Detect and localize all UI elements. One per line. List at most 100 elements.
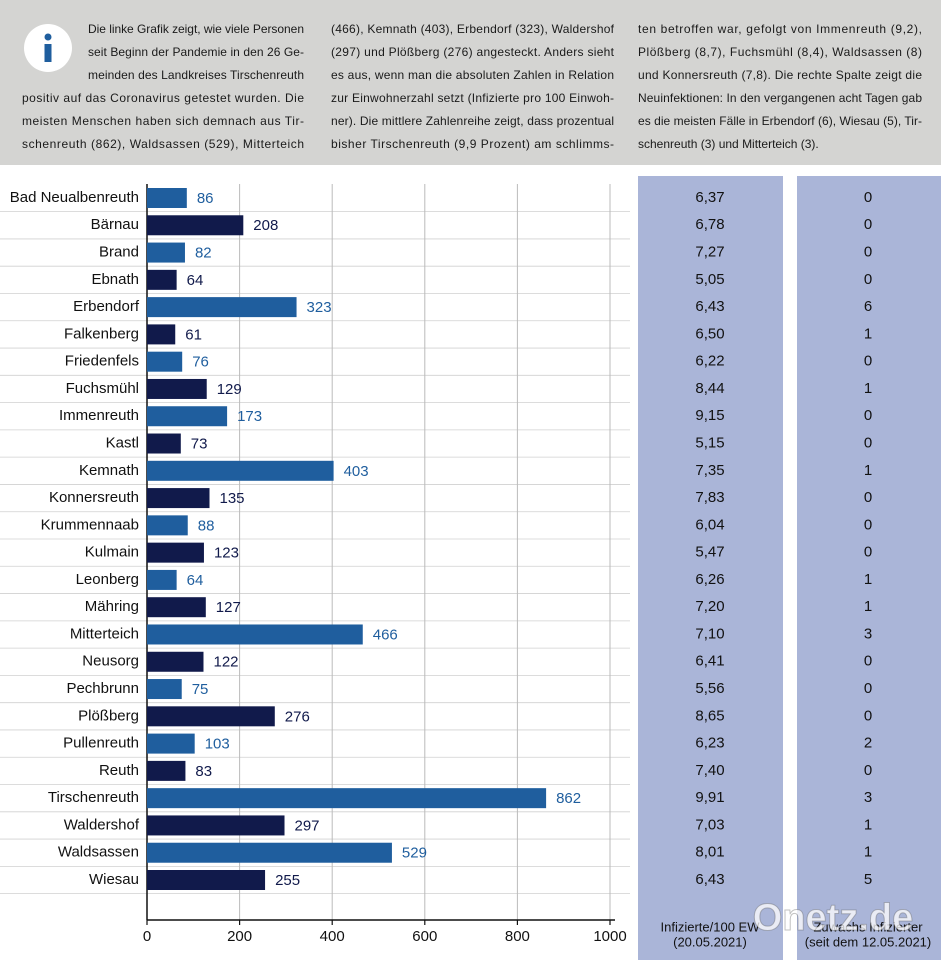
intro-line: (297) und Plößberg (276) angesteckt. And…: [331, 45, 615, 59]
category-label: Bad Neualbenreuth: [10, 189, 139, 206]
table-cell: 0: [864, 516, 872, 533]
table-cell: 0: [864, 762, 872, 779]
bar-value-label: 255: [275, 872, 300, 889]
bar-value-label: 129: [217, 381, 242, 398]
table-cell: 7,03: [695, 816, 724, 833]
table-cell: 6,26: [695, 571, 724, 588]
intro-line: es aus, wenn man die absoluten Zahlen in…: [331, 68, 614, 82]
bar-value-label: 64: [187, 572, 204, 589]
table-cell: 8,44: [695, 380, 724, 397]
bar: [147, 760, 186, 781]
category-label: Kemnath: [79, 462, 139, 479]
bar: [147, 188, 187, 208]
category-label: Kulmain: [85, 544, 139, 561]
bar-value-label: 297: [295, 817, 320, 834]
intro-line: meinden des Landkreises Tirschenreuth: [88, 68, 304, 82]
intro-line: bisher Tirschenreuth (9,9 Prozent) am sc…: [331, 137, 614, 151]
table-cell: 0: [864, 680, 872, 697]
table-header: (seit dem 12.05.2021): [805, 934, 931, 949]
table-cell: 8,01: [695, 844, 724, 861]
bar-value-label: 103: [205, 736, 230, 753]
category-label: Friedenfels: [65, 353, 139, 370]
table-cell: 1: [864, 380, 872, 397]
bar: [147, 488, 210, 509]
category-label: Pechbrunn: [66, 680, 139, 697]
category-label: Plößberg: [78, 707, 139, 724]
table-cell: 0: [864, 353, 872, 370]
intro-line: seit Beginn der Pandemie in den 26 Ge-: [88, 45, 304, 59]
category-label: Waldsassen: [58, 844, 139, 861]
table-cell: 5,56: [695, 680, 724, 697]
x-tick-label: 200: [227, 928, 252, 945]
table-cell: 5,15: [695, 434, 724, 451]
bar-value-label: 323: [307, 299, 332, 316]
table-cell: 9,91: [695, 789, 724, 806]
intro-line: schenreuth (862), Waldsassen (529), Mitt…: [22, 137, 304, 151]
table-cell: 5: [864, 871, 872, 888]
bar-value-label: 82: [195, 245, 212, 262]
category-label: Pullenreuth: [63, 735, 139, 752]
category-label: Kastl: [106, 434, 139, 451]
category-label: Mähring: [85, 598, 139, 615]
bar: [147, 515, 188, 536]
table-cell: 0: [864, 271, 872, 288]
table-cell: 6,50: [695, 325, 724, 342]
bar: [147, 433, 181, 454]
bar-value-label: 64: [187, 272, 204, 289]
bar-value-label: 276: [285, 708, 310, 725]
bar: [147, 706, 275, 727]
bar: [147, 378, 207, 399]
bar-value-label: 123: [214, 545, 239, 562]
table-cell: 1: [864, 462, 872, 479]
bar: [147, 733, 195, 754]
plot: 86 208 82 64 323 61 76 129 173 73 403 135 88 123 64 127…: [147, 188, 581, 890]
table-cell: 0: [864, 489, 872, 506]
table-cell: 6,37: [695, 189, 724, 206]
bar-value-label: 127: [216, 599, 241, 616]
table-cell: 0: [864, 407, 872, 424]
table-cell: 0: [864, 544, 872, 561]
table-cell: 0: [864, 653, 872, 670]
bar-value-label: 466: [373, 626, 398, 643]
table-header: Infizierte/100 EW: [661, 919, 761, 934]
category-label: Neusorg: [82, 653, 139, 670]
table-cell: 1: [864, 844, 872, 861]
table-column-bg: [638, 176, 783, 960]
bar: [147, 679, 182, 700]
table-cell: 6,43: [695, 871, 724, 888]
category-label: Tirschenreuth: [48, 789, 139, 806]
bar: [147, 597, 206, 618]
table-cell: 0: [864, 707, 872, 724]
table-cell: 8,65: [695, 707, 724, 724]
bar: [147, 269, 177, 290]
category-label: Reuth: [99, 762, 139, 779]
intro-line: (466), Kemnath (403), Erbendorf (323), W…: [331, 22, 615, 36]
bar-value-label: 73: [191, 435, 208, 452]
bar: [147, 215, 244, 236]
table-cell: 7,27: [695, 244, 724, 261]
bar: [147, 569, 177, 590]
category-label: Ebnath: [91, 271, 139, 288]
category-label: Brand: [99, 244, 139, 261]
bar-value-label: 529: [402, 845, 427, 862]
table-cell: 6,41: [695, 653, 724, 670]
table-cell: 0: [864, 189, 872, 206]
table-cell: 0: [864, 244, 872, 261]
table-cell: 0: [864, 434, 872, 451]
grid: [0, 184, 630, 925]
category-label: Immenreuth: [59, 407, 139, 424]
x-tick-label: 800: [505, 928, 530, 945]
bar: [147, 815, 285, 836]
category-label: Leonberg: [76, 571, 139, 588]
table-cell: 7,20: [695, 598, 724, 615]
intro-line: ner). Die mittlere Zahlenreihe zeigt, da…: [331, 114, 614, 128]
category-label: Bärnau: [91, 216, 139, 233]
category-label: Fuchsmühl: [66, 380, 139, 397]
table-cell: 6,78: [695, 216, 724, 233]
table-cell: 1: [864, 325, 872, 342]
bar-value-label: 88: [198, 517, 215, 534]
table-cell: 7,35: [695, 462, 724, 479]
bar: [147, 651, 204, 672]
category-label: Krummennaab: [41, 516, 139, 533]
category-label: Konnersreuth: [49, 489, 139, 506]
